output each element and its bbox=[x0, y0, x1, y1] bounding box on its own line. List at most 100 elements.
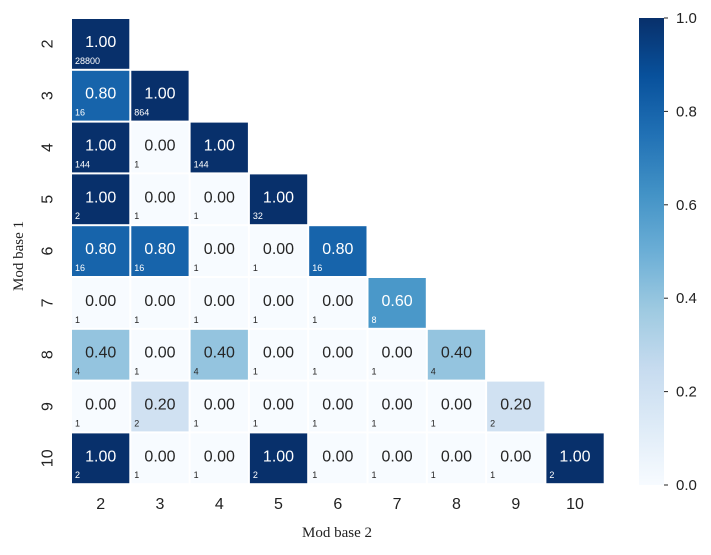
colorbar-tick-label: 0.2 bbox=[676, 384, 697, 401]
cell-count-label: 2 bbox=[75, 470, 80, 480]
cell-rect bbox=[249, 174, 308, 225]
cell-rect bbox=[131, 278, 189, 328]
cell-value-label: 0.40 bbox=[204, 345, 235, 362]
colorbar-tick-label: 0.0 bbox=[676, 477, 697, 494]
y-tick-label: 2 bbox=[40, 39, 57, 48]
cell-count-label: 1 bbox=[134, 470, 139, 480]
cell-count-label: 28800 bbox=[75, 56, 100, 66]
x-axis-label: Mod base 2 bbox=[302, 525, 372, 541]
cell-count-label: 1 bbox=[253, 367, 258, 377]
cell-value-label: 0.00 bbox=[382, 397, 413, 414]
colorbar: 0.0 0.2 0.4 0.6 0.8 1.0 bbox=[639, 10, 697, 494]
cell-count-label: 1 bbox=[75, 315, 80, 325]
cell-rect bbox=[72, 70, 130, 121]
heatmap-cell: 0.00 1 bbox=[368, 381, 426, 432]
cell-value-label: 0.00 bbox=[322, 397, 353, 414]
cell-rect bbox=[309, 381, 367, 432]
cell-rect bbox=[190, 122, 248, 173]
cell-count-label: 8 bbox=[372, 315, 377, 325]
cell-value-label: 0.80 bbox=[85, 86, 116, 103]
colorbar-tick-label: 0.6 bbox=[676, 197, 697, 214]
cell-value-label: 1.00 bbox=[85, 138, 116, 155]
cell-count-label: 1 bbox=[134, 211, 139, 221]
cell-value-label: 0.00 bbox=[322, 345, 353, 362]
cell-count-label: 1 bbox=[134, 315, 139, 325]
heatmap-cell: 0.00 1 bbox=[131, 122, 189, 173]
cell-count-label: 1 bbox=[194, 211, 199, 221]
cell-count-label: 1 bbox=[253, 315, 258, 325]
colorbar-tick-label: 0.4 bbox=[676, 290, 697, 307]
x-tick-label: 6 bbox=[333, 496, 342, 513]
cell-count-label: 2 bbox=[134, 418, 139, 428]
y-tick-label: 7 bbox=[40, 298, 57, 307]
cell-rect bbox=[309, 226, 367, 276]
heatmap-cell: 0.40 4 bbox=[427, 329, 486, 380]
heatmap-cell: 0.20 2 bbox=[487, 381, 545, 432]
heatmap-cell: 0.00 1 bbox=[309, 329, 367, 380]
cell-rect bbox=[72, 19, 130, 69]
x-tick-label: 7 bbox=[393, 496, 402, 513]
cell-value-label: 0.80 bbox=[85, 241, 116, 258]
cell-rect bbox=[131, 381, 189, 432]
colorbar-gradient bbox=[639, 18, 664, 485]
cell-count-label: 2 bbox=[490, 418, 495, 428]
y-tick-label: 3 bbox=[40, 91, 57, 100]
cell-value-label: 0.00 bbox=[441, 448, 472, 465]
cell-value-label: 1.00 bbox=[263, 189, 294, 206]
cell-value-label: 1.00 bbox=[263, 448, 294, 465]
cell-rect bbox=[131, 226, 189, 276]
x-tick-label: 9 bbox=[511, 496, 520, 513]
cell-value-label: 0.00 bbox=[144, 345, 175, 362]
cell-value-label: 0.00 bbox=[144, 293, 175, 310]
cell-count-label: 4 bbox=[75, 367, 80, 377]
cell-rect bbox=[487, 381, 545, 432]
colorbar-tick-label: 1.0 bbox=[676, 10, 697, 27]
cell-count-label: 1 bbox=[490, 470, 495, 480]
heatmap-cell: 0.00 1 bbox=[131, 278, 189, 328]
y-tick-label: 10 bbox=[40, 449, 57, 467]
heatmap-cell: 0.00 1 bbox=[190, 381, 248, 432]
cell-count-label: 1 bbox=[253, 263, 258, 273]
heatmap-cell: 0.40 4 bbox=[190, 329, 248, 380]
cell-count-label: 144 bbox=[194, 159, 209, 169]
x-tick-label: 4 bbox=[215, 496, 224, 513]
cell-rect bbox=[249, 278, 308, 328]
cell-count-label: 1 bbox=[134, 159, 139, 169]
cell-rect bbox=[190, 278, 248, 328]
x-tick-label: 8 bbox=[452, 496, 461, 513]
cell-rect bbox=[368, 329, 426, 380]
cell-rect bbox=[131, 433, 189, 484]
cell-rect bbox=[190, 381, 248, 432]
cell-value-label: 0.00 bbox=[204, 241, 235, 258]
cell-value-label: 1.00 bbox=[85, 189, 116, 206]
cell-count-label: 4 bbox=[431, 367, 436, 377]
cell-count-label: 1 bbox=[431, 470, 436, 480]
cell-count-label: 16 bbox=[75, 108, 85, 118]
cell-value-label: 0.00 bbox=[85, 293, 116, 310]
cell-value-label: 0.00 bbox=[204, 189, 235, 206]
cell-rect bbox=[190, 226, 248, 276]
heatmap-cell: 1.00 144 bbox=[190, 122, 248, 173]
heatmap-cell: 0.00 1 bbox=[487, 433, 545, 484]
heatmap-cell: 0.00 1 bbox=[249, 381, 308, 432]
heatmap-cell: 0.00 1 bbox=[190, 226, 248, 276]
cell-count-label: 1 bbox=[194, 470, 199, 480]
cell-value-label: 0.00 bbox=[85, 397, 116, 414]
cell-value-label: 0.00 bbox=[500, 448, 531, 465]
cell-rect bbox=[72, 381, 130, 432]
x-tick-label: 10 bbox=[566, 496, 584, 513]
heatmap-cell: 0.00 1 bbox=[368, 433, 426, 484]
cell-value-label: 0.80 bbox=[322, 241, 353, 258]
cell-rect bbox=[190, 329, 248, 380]
cell-value-label: 0.00 bbox=[204, 448, 235, 465]
cell-value-label: 1.00 bbox=[85, 448, 116, 465]
cell-rect bbox=[249, 433, 308, 484]
cell-rect bbox=[368, 381, 426, 432]
cell-count-label: 2 bbox=[549, 470, 554, 480]
heatmap-cell: 0.00 1 bbox=[190, 174, 248, 225]
y-tick-labels: 2 3 4 5 6 7 8 9 10 bbox=[40, 39, 57, 467]
cell-value-label: 0.00 bbox=[144, 138, 175, 155]
